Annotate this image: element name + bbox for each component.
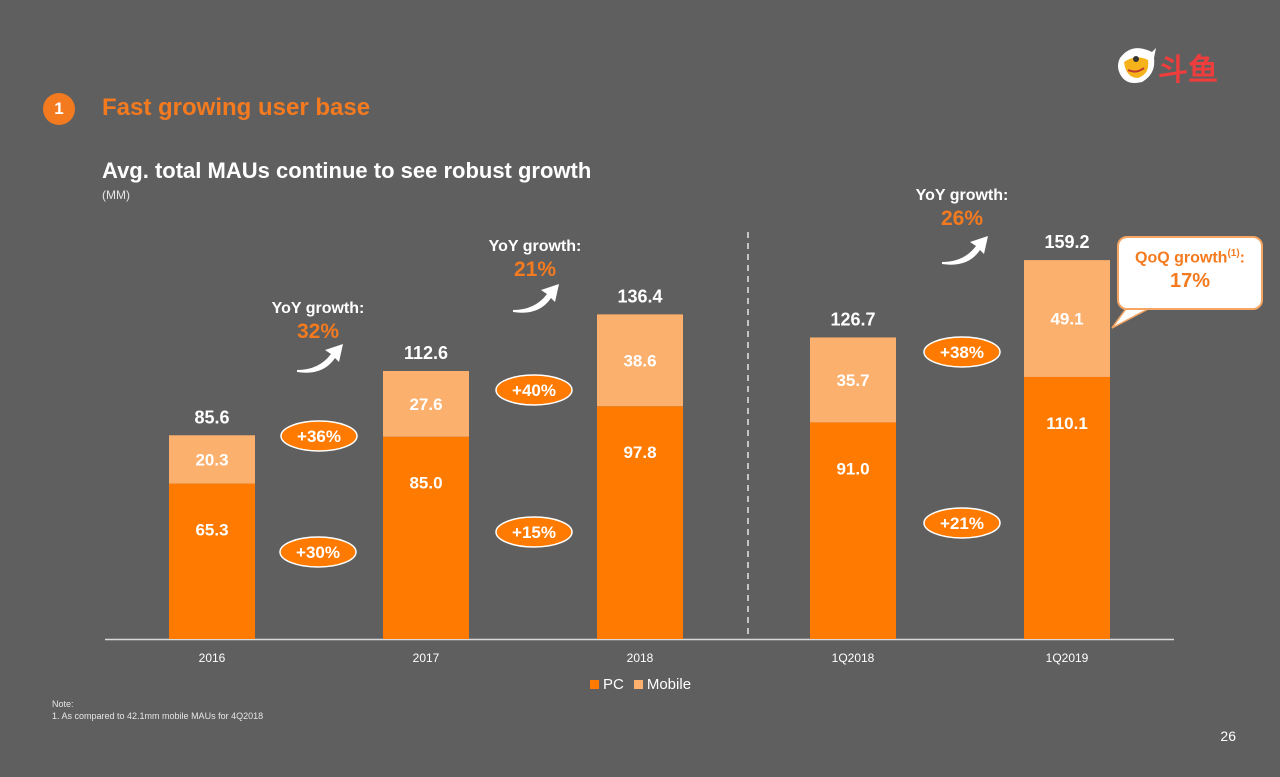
total-label-2018: 136.4 [617, 286, 662, 306]
qoq-growth-callout: QoQ growth(1): 17% [1117, 236, 1263, 310]
bar-pc-1Q2019 [1024, 376, 1110, 639]
mobile-value-label-2017: 27.6 [409, 395, 442, 414]
pc-growth-badge-2: +15% [512, 523, 556, 542]
x-tick-label-1Q2018: 1Q2018 [832, 651, 875, 665]
legend-swatch-mobile [633, 680, 643, 689]
yoy-growth-label-3: YoY growth: [916, 187, 1009, 204]
page-number: 26 [1220, 728, 1236, 744]
pc-growth-badge-1: +30% [296, 543, 340, 562]
mobile-value-label-1Q2018: 35.7 [836, 371, 869, 390]
chart-unit: (MM) [102, 188, 130, 202]
pc-growth-badge-1-pill [279, 536, 357, 568]
yoy-growth-value-2: 21% [514, 258, 556, 281]
bar-pc-2018 [597, 406, 683, 639]
pc-value-label-2016: 65.3 [195, 521, 228, 540]
pc-value-label-2017: 85.0 [409, 474, 442, 493]
note-label: Note: [52, 699, 74, 709]
legend-swatch-pc [590, 680, 599, 689]
bar-mobile-1Q2019 [1024, 260, 1110, 377]
yoy-growth-label-2: YoY growth: [489, 238, 582, 255]
bar-mobile-2016 [169, 435, 255, 484]
yoy-growth-arrow-icon-2 [513, 284, 559, 313]
yoy-growth-arrow-icon-3 [942, 236, 988, 265]
legend-item-pc: PC [590, 676, 624, 693]
douyu-logo: 斗鱼 [1118, 48, 1218, 88]
total-label-1Q2019: 159.2 [1044, 232, 1089, 252]
qoq-growth-value: 17% [1169, 270, 1211, 293]
pc-value-label-1Q2018: 91.0 [836, 459, 869, 478]
bar-mobile-1Q2018 [810, 337, 896, 423]
mobile-growth-badge-3-pill [923, 336, 1001, 368]
mobile-growth-badge-1: +36% [297, 427, 341, 446]
pc-value-label-2018: 97.8 [623, 443, 656, 462]
mascot-fish-icon [1118, 48, 1156, 83]
mobile-value-label-2016: 20.3 [195, 450, 228, 469]
x-tick-label-1Q2019: 1Q2019 [1046, 651, 1089, 665]
mobile-value-label-1Q2019: 49.1 [1050, 310, 1083, 329]
total-label-2016: 85.6 [194, 407, 229, 427]
legend-item-mobile: Mobile [633, 676, 691, 693]
yoy-growth-label-1: YoY growth: [272, 300, 365, 317]
mobile-growth-badge-2: +40% [512, 381, 556, 400]
section-title: Fast growing user base [102, 94, 371, 121]
yoy-growth-value-1: 32% [297, 320, 339, 343]
pc-value-label-1Q2019: 110.1 [1046, 414, 1088, 433]
mobile-growth-badge-2-pill [495, 374, 573, 406]
yoy-growth-value-3: 26% [941, 207, 983, 230]
qoq-growth-label: QoQ growth(1): [1135, 248, 1245, 267]
note-text: 1. As compared to 42.1mm mobile MAUs for… [52, 711, 264, 721]
bar-pc-2016 [169, 483, 255, 639]
bar-mobile-2018 [597, 314, 683, 407]
total-label-2017: 112.6 [404, 343, 448, 363]
total-label-1Q2018: 126.7 [830, 309, 875, 329]
mobile-growth-badge-3: +38% [940, 343, 984, 362]
x-tick-label-2017: 2017 [413, 651, 440, 665]
logo-text: 斗鱼 [1158, 53, 1218, 88]
bar-pc-2017 [383, 436, 469, 639]
section-number-badge: 1 [43, 93, 75, 125]
x-tick-label-2018: 2018 [627, 651, 654, 665]
pc-growth-badge-3-pill [923, 507, 1001, 539]
pc-growth-badge-2-pill [495, 516, 573, 548]
mobile-value-label-2018: 38.6 [623, 351, 656, 370]
pc-growth-badge-3: +21% [940, 514, 984, 533]
mobile-growth-badge-1-pill [280, 420, 358, 452]
chart-legend: PC Mobile [590, 676, 691, 693]
x-tick-label-2016: 2016 [199, 651, 226, 665]
yoy-growth-arrow-icon-1 [297, 344, 343, 373]
bar-mobile-2017 [383, 371, 469, 437]
bar-pc-1Q2018 [810, 422, 896, 639]
chart-title: Avg. total MAUs continue to see robust g… [102, 158, 592, 183]
